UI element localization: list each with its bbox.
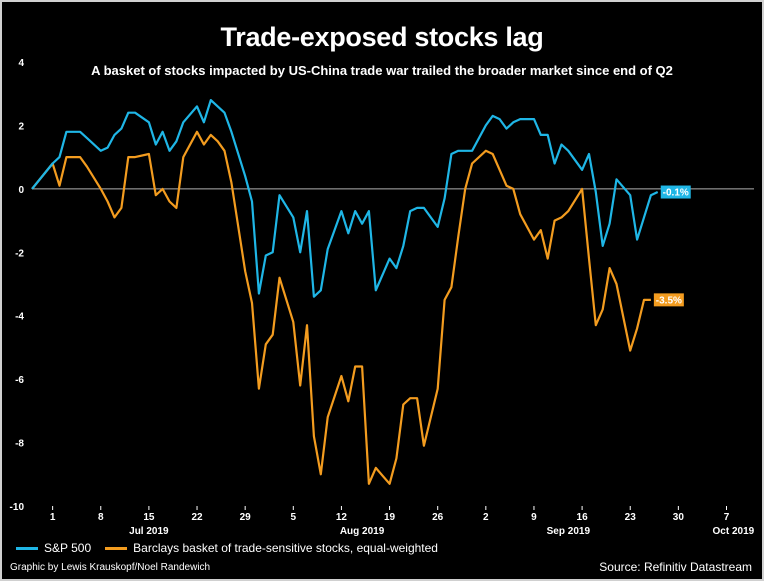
chart-subtitle: A basket of stocks impacted by US-China … — [91, 63, 673, 78]
x-tick-label: 30 — [673, 512, 685, 523]
y-axis: 4 2 0 -2 -4 -6 -8 -10 — [10, 58, 25, 513]
y-tick-label: 2 — [18, 121, 24, 132]
x-tick-label: 8 — [98, 512, 104, 523]
series-line-sp500 — [31, 98, 659, 298]
y-tick-label: -6 — [15, 375, 24, 386]
x-tick-label: 5 — [291, 512, 297, 523]
end-labels: -0.1% -3.5% — [653, 185, 691, 307]
legend-label-sp500: S&P 500 — [44, 541, 92, 555]
x-month-label: Oct 2019 — [713, 526, 755, 537]
y-tick-label: -8 — [15, 439, 24, 450]
end-label-text: -3.5% — [656, 295, 682, 306]
series-lines — [31, 98, 659, 485]
x-tick-label: 15 — [143, 512, 155, 523]
credit: Graphic by Lewis Krauskopf/Noel Randewic… — [10, 562, 211, 573]
legend-item-sp500: S&P 500 — [16, 541, 91, 555]
x-month-label: Sep 2019 — [547, 526, 591, 537]
y-tick-label: 0 — [18, 185, 24, 196]
series-line-basket — [31, 130, 651, 485]
x-tick-label: 2 — [483, 512, 489, 523]
x-tick-label: 9 — [531, 512, 537, 523]
source: Source: Refinitiv Datastream — [599, 560, 752, 574]
x-tick-label: 16 — [577, 512, 589, 523]
y-tick-label: 4 — [18, 58, 24, 69]
y-tick-label: -10 — [10, 502, 25, 513]
legend: S&P 500 Barclays basket of trade-sensiti… — [16, 541, 452, 555]
x-tick-label: 12 — [336, 512, 348, 523]
end-label-box — [660, 185, 691, 199]
x-tick-label: 29 — [240, 512, 252, 523]
y-tick-label: -4 — [15, 312, 24, 323]
legend-label-basket: Barclays basket of trade-sensitive stock… — [133, 541, 438, 555]
x-tick-label: 26 — [432, 512, 444, 523]
legend-swatch-sp500 — [16, 546, 38, 550]
chart-title: Trade-exposed stocks lag — [220, 22, 544, 52]
x-month-label: Aug 2019 — [340, 526, 385, 537]
x-tick-label: 19 — [384, 512, 396, 523]
end-label-text: -0.1% — [663, 188, 689, 199]
end-label-box — [653, 293, 684, 307]
line-chart: 420-2-4-6-8-10 1 8 15 22 29 5 12 19 26 2 9 16 23 30 7J… — [10, 58, 755, 537]
x-tick-label: 7 — [724, 512, 730, 523]
x-tick-label: 23 — [625, 512, 637, 523]
legend-swatch-basket — [105, 546, 128, 550]
x-tick-label: 22 — [191, 512, 203, 523]
y-tick-label: -2 — [15, 248, 24, 259]
x-month-label: Jul 2019 — [129, 526, 169, 537]
x-tick-label: 1 — [50, 512, 56, 523]
legend-item-basket: Barclays basket of trade-sensitive stock… — [105, 541, 438, 555]
